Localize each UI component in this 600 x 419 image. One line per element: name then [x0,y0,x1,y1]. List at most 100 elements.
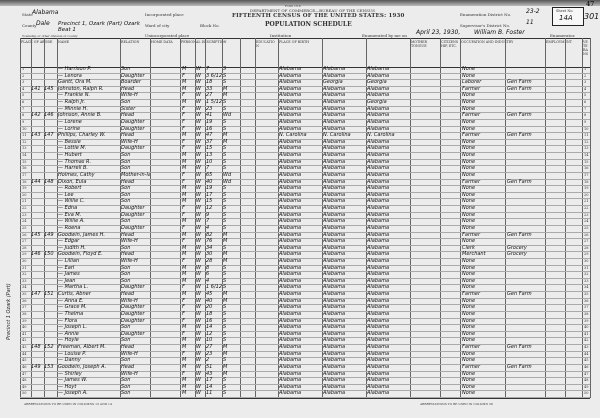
enum-district-label: Enumeration District No. [460,12,512,17]
row-line [20,178,590,180]
cell-name: — Lorene [58,118,82,125]
cell-dw: 143 [31,132,41,139]
cell-name: Johnston, Ralph R. [58,85,104,92]
column-divider [150,38,151,398]
row-line [20,224,590,226]
cell-rel: Head [121,344,135,351]
cell-rel: Son [121,324,131,331]
cell-bp: Alabama [279,244,302,251]
cell-age: 11 [206,390,213,397]
cell-name: Gantt, Ora M. [58,79,92,86]
line-number-right: 15 [584,159,589,164]
cell-name: — Shirley [58,370,82,377]
cell-fbp: Alabama [323,191,346,198]
cell-ms: S [223,145,227,152]
cell-name: — Lorine [58,125,81,132]
cell-name: Goodwin, Joseph A. [58,363,107,370]
cell-fbp: Alabama [323,165,346,172]
cell-fbp: Alabama [323,125,346,132]
cell-ms: S [223,152,227,159]
cell-bp: Alabama [279,350,302,357]
line-number-left: 8 [22,113,25,118]
cell-color: W [196,310,201,317]
cell-sex: F [182,72,185,79]
footer-right-note: ABBREVIATIONS TO BE USED IN COLUMN 26 [420,402,493,406]
cell-sex: M [182,363,187,370]
line-number-left: 42 [22,338,27,343]
line-number-right: 17 [584,172,589,177]
row-line [20,198,590,200]
cell-mbp: Alabama [367,304,390,311]
cell-fbp: Alabama [323,297,346,304]
cell-mbp: Alabama [367,390,390,397]
line-number-left: 6 [22,100,25,105]
cell-occ: Farmer [462,291,480,298]
census-title: FIFTEENTH CENSUS OF THE UNITED STATES: 1… [232,13,405,19]
cell-rel: Head [121,251,135,258]
cell-fbp: Alabama [323,231,346,238]
cell-bp: Alabama [279,66,302,72]
line-number-left: 12 [22,139,27,144]
cell-sex: F [182,112,185,119]
cell-occ: None [462,224,476,231]
line-number-left: 28 [22,245,27,250]
cell-name: — Joseph L. [58,324,88,331]
line-number-left: 23 [22,212,27,217]
cell-rel: Son [121,165,131,172]
line-number-right: 40 [584,325,589,330]
cell-rel: Daughter [121,224,145,231]
cell-color: W [196,158,201,165]
cell-ind: Gen Farm [507,344,532,351]
cell-fam: 153 [44,363,54,370]
cell-bp: Alabama [279,198,302,205]
cell-name: — James [58,271,80,278]
cell-rel: Head [121,363,135,370]
cell-fbp: Alabama [323,92,346,99]
enumerated-label: Enumerated by me on [362,33,407,38]
supervisor-district-label: Supervisor's District No. [460,23,511,28]
cell-sex: F [182,92,185,99]
cell-ind: Grocery [507,251,527,258]
cell-color: W [196,271,201,278]
cell-fbp: Alabama [323,145,346,152]
cell-color: W [196,125,201,132]
cell-fbp: Alabama [323,99,346,106]
cell-sex: F [182,317,185,324]
line-number-left: 32 [22,272,27,277]
cell-occ: None [462,92,476,99]
line-number-left: 17 [22,172,27,177]
line-number-left: 3 [22,80,25,85]
cell-bp: Alabama [279,178,302,185]
cell-sex: M [182,264,187,271]
line-number-right: 26 [584,232,589,237]
cell-mbp: Alabama [367,337,390,344]
form-number: Form 15-6 [285,4,301,8]
cell-bp: Alabama [279,99,302,106]
cell-bp: Alabama [279,377,302,384]
cell-age: 33 [206,85,213,92]
cell-occ: None [462,271,476,278]
cell-sex: F [182,330,185,337]
row-line [20,105,590,107]
row-line [20,211,590,213]
cell-ms: M [223,85,228,92]
cell-fbp: Alabama [323,85,346,92]
cell-mbp: Alabama [367,72,390,79]
line-number-left: 48 [22,378,27,383]
cell-name: — Danny [58,357,81,364]
line-number-right: 1 [584,67,587,71]
cell-occ: Farmer [462,132,480,139]
cell-mbp: Alabama [367,257,390,264]
cell-sex: M [182,291,187,298]
line-number-left: 33 [22,278,27,283]
cell-fam: 148 [44,178,54,185]
line-number-left: 49 [22,384,27,389]
row-line [20,297,590,299]
cell-color: W [196,145,201,152]
cell-ms: S [223,330,227,337]
cell-ms: S [223,337,227,344]
cell-bp: Alabama [279,324,302,331]
cell-bp: Alabama [279,363,302,370]
line-number-right: 7 [584,106,587,111]
cell-name: Goodwin, James H. [58,231,106,238]
